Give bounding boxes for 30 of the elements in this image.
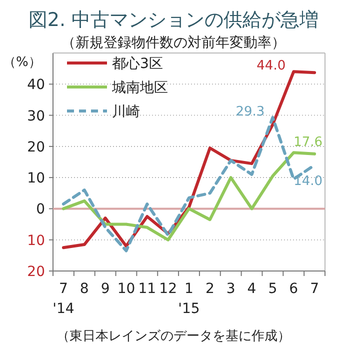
y-tick-label: 0 — [36, 202, 45, 218]
text: （東日本レインズのデータを基に作成） — [56, 329, 290, 344]
data-label: 44.0 — [256, 58, 286, 74]
x-tick-label: 12 — [159, 281, 177, 297]
y-tick-label: 10 — [27, 170, 45, 187]
x-tick-label: 4 — [247, 281, 256, 297]
y-tick-label: 10 — [27, 232, 45, 249]
title: 図2. 中古マンションの供給が急増 — [28, 9, 319, 31]
x-tick-label: 2 — [205, 281, 214, 297]
ylabel: （%） — [3, 55, 42, 70]
y-tick-label: 30 — [27, 108, 45, 124]
legend-label: 都心3区 — [112, 56, 163, 72]
x-tick-label: 7 — [310, 281, 319, 297]
x-tick-label: 9 — [100, 281, 110, 297]
y-tick-label: 40 — [27, 77, 45, 94]
subtitle: （新規登録物件数の対前年変動率） — [62, 35, 286, 51]
data-label: 17.6 — [294, 134, 323, 150]
legend-label: 川崎 — [112, 104, 140, 120]
x-tick-label: 11 — [138, 281, 156, 297]
x-tick-label: 8 — [80, 281, 89, 297]
x-tick-label: 5 — [268, 281, 278, 297]
x-tick-label: 10 — [117, 281, 136, 297]
legend-label: 城南地区 — [111, 80, 168, 96]
x-tick-label: 7 '14 — [52, 281, 74, 317]
y-tick-label: 20 — [27, 139, 45, 156]
data-label: 29.3 — [236, 104, 265, 120]
x-tick-label: 1 '15 — [178, 281, 200, 317]
x-tick-label: 6 — [289, 281, 298, 297]
x-tick-label: 3 — [226, 281, 236, 297]
y-tick-label: 20 — [27, 264, 45, 280]
